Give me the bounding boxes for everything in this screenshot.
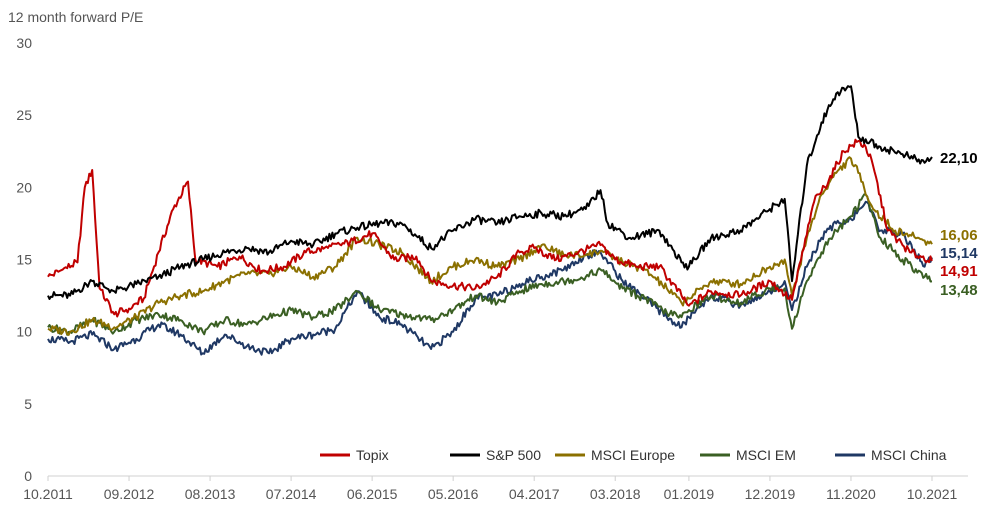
y-tick-label: 0 [24, 468, 32, 484]
y-axis: 0 5 10 15 20 25 30 [16, 35, 32, 484]
series-layer [47, 85, 933, 356]
legend-label: MSCI Europe [591, 447, 675, 463]
x-tick-label: 05.2016 [428, 486, 479, 502]
x-tick-label: 10.2021 [907, 486, 958, 502]
end-value-label: 16,06 [940, 227, 978, 244]
series-line-msci-europe [47, 156, 933, 336]
legend-label: MSCI China [871, 447, 947, 463]
y-tick-label: 30 [16, 35, 32, 51]
x-tick-label: 10.2011 [23, 486, 73, 502]
x-tick-label: 11.2020 [826, 486, 876, 502]
y-tick-label: 15 [16, 252, 32, 268]
x-tick-label: 07.2014 [266, 486, 317, 502]
x-tick-label: 04.2017 [509, 486, 560, 502]
end-value-label: 22,10 [940, 150, 978, 167]
legend: Topix S&P 500 MSCI Europe MSCI EM MSCI China [320, 447, 947, 463]
x-tick-label: 06.2015 [347, 486, 398, 502]
end-value-label: 15,14 [940, 245, 978, 262]
series-line-topix [47, 138, 933, 318]
y-tick-label: 5 [24, 396, 32, 412]
legend-label: MSCI EM [736, 447, 796, 463]
y-axis-title: 12 month forward P/E [8, 9, 143, 25]
end-value-label: 13,48 [940, 282, 978, 299]
y-tick-label: 25 [16, 107, 32, 123]
series-line-s-p-500 [47, 85, 933, 300]
y-tick-label: 10 [16, 324, 32, 340]
x-tick-label: 08.2013 [185, 486, 236, 502]
x-axis: 10.2011 09.2012 08.2013 07.2014 06.2015 05.20… [23, 476, 958, 502]
series-line-msci-china [47, 200, 933, 356]
end-labels: 14,91 22,10 16,06 13,48 15,14 [940, 150, 978, 299]
end-value-label: 14,91 [940, 263, 978, 280]
y-tick-label: 20 [16, 179, 32, 195]
legend-label: S&P 500 [486, 447, 541, 463]
x-tick-label: 12.2019 [745, 486, 796, 502]
x-tick-label: 09.2012 [104, 486, 155, 502]
x-tick-label: 01.2019 [664, 486, 715, 502]
series-line-msci-em [47, 193, 933, 336]
x-tick-label: 03.2018 [590, 486, 641, 502]
legend-label: Topix [356, 447, 389, 463]
